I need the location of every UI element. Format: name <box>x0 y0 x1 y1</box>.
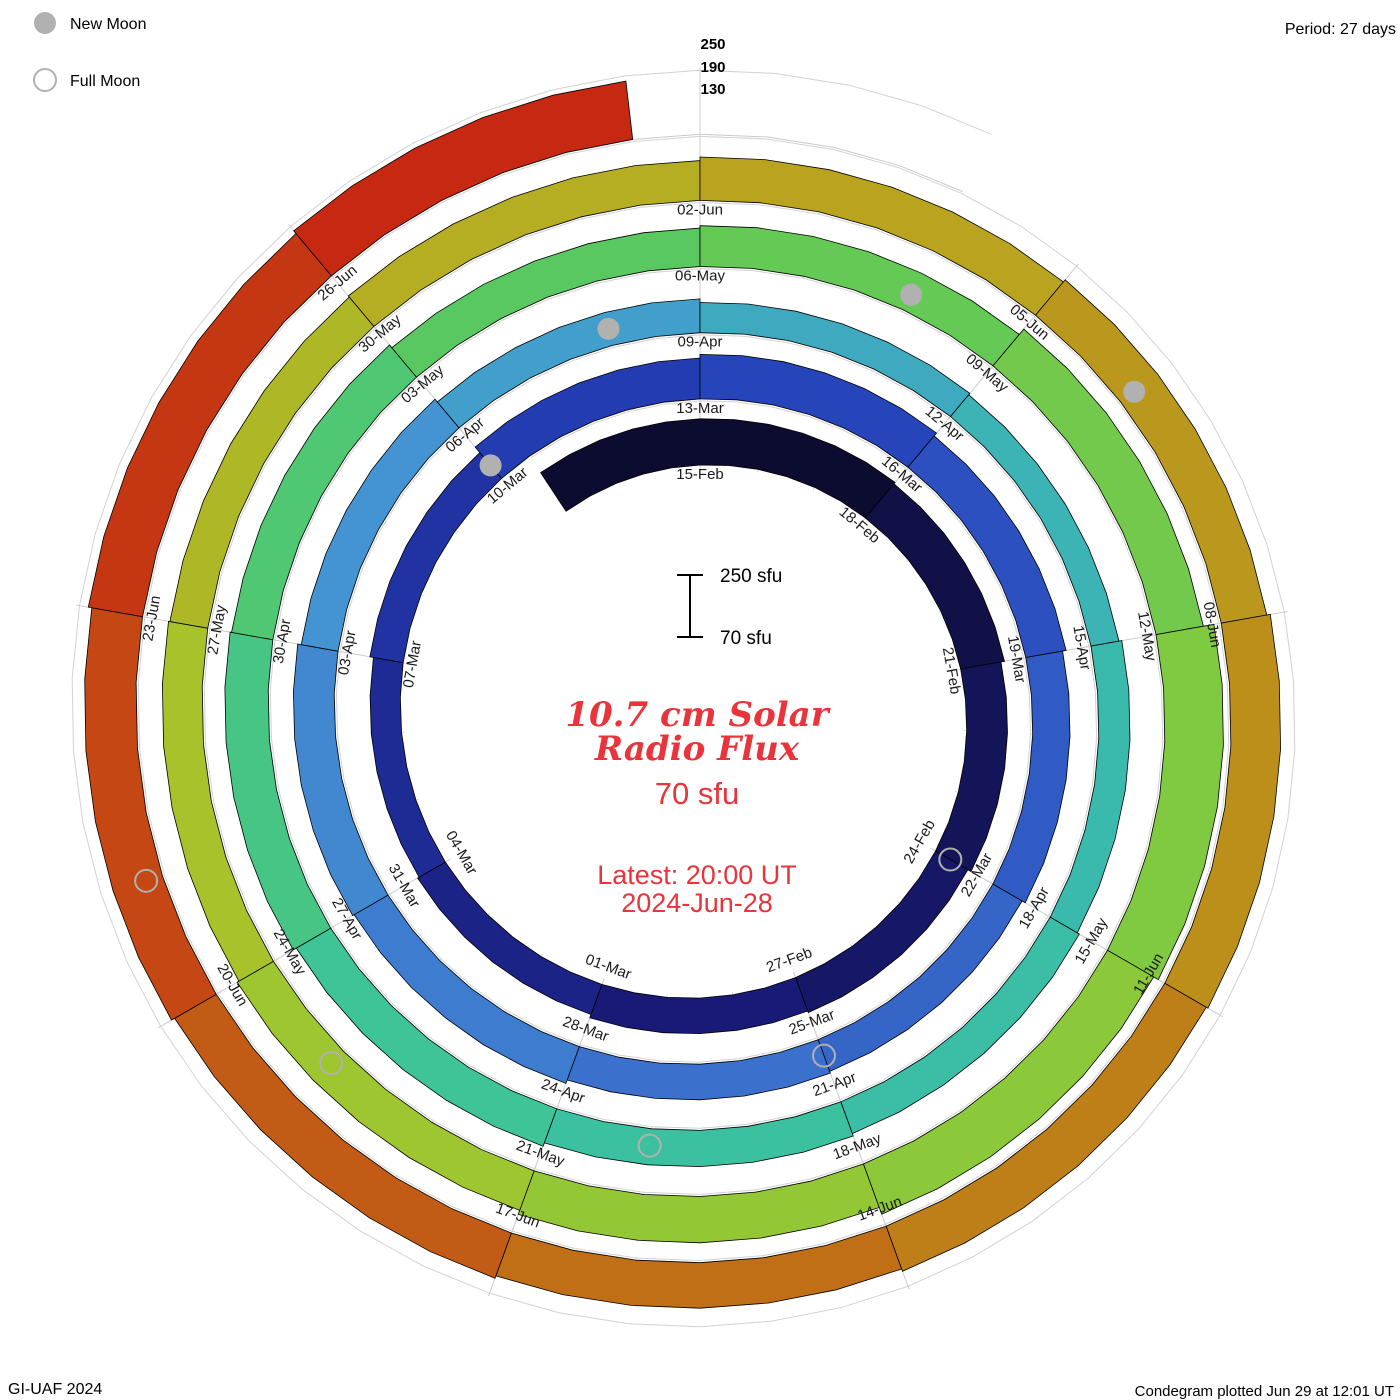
flux-scale-bar <box>677 574 703 638</box>
flux-segment-04-Mar <box>369 656 446 878</box>
radial-axis-label-250: 250 <box>700 36 725 53</box>
date-label-27-Feb: 27-Feb <box>764 944 814 976</box>
new-moon-marker-08-Apr <box>597 317 620 340</box>
full-moon-marker-23-Apr <box>637 1133 662 1158</box>
full-moon-marker-23-May <box>319 1050 344 1075</box>
date-label-02-Jun: 02-Jun <box>677 201 723 218</box>
full-moon-marker-25-Mar <box>811 1043 836 1068</box>
flux-segment-21-Feb <box>935 661 1008 873</box>
credit-right: Condegram plotted Jun 29 at 12:01 UT <box>1135 1383 1394 1400</box>
credit-left: GI-UAF 2024 <box>8 1381 102 1398</box>
flux-segment-18-May <box>517 1163 880 1244</box>
date-label-06-May: 06-May <box>675 268 726 285</box>
max-scale-spiral-gridline <box>71 69 1296 1328</box>
latest-time-label: Latest: 20:00 UT <box>597 860 797 890</box>
moon-markers <box>134 283 1146 1158</box>
date-label-09-Apr: 09-Apr <box>677 334 722 351</box>
period-label: Period: 27 days <box>1285 21 1396 38</box>
full-moon-marker-24-Feb <box>938 847 963 872</box>
new-moon-marker-10-Mar <box>479 454 502 477</box>
radial-axis-label-130: 130 <box>700 81 725 98</box>
new-moon-marker-06-Jun <box>1123 380 1146 403</box>
legend-full-moon-label: Full Moon <box>70 73 140 90</box>
current-flux-value: 70 sfu <box>655 776 739 811</box>
scale-bar-top-label: 250 sfu <box>720 566 782 587</box>
chart-title-line2: Radio Flux <box>594 729 800 769</box>
full-moon-icon <box>33 68 57 92</box>
flux-spiral <box>84 80 1282 1309</box>
radial-axis-label-190: 190 <box>700 59 725 76</box>
flux-segment-27-Feb <box>589 977 809 1035</box>
date-label-15-Feb: 15-Feb <box>676 466 724 483</box>
radial-axis: 250 190 130 <box>700 36 725 98</box>
scale-bar-bottom-label: 70 sfu <box>720 628 772 649</box>
legend-new-moon-label: New Moon <box>70 16 146 33</box>
date-label-13-Mar: 13-Mar <box>676 400 724 417</box>
new-moon-marker-08-May <box>900 283 923 306</box>
legend: New Moon Full Moon <box>33 12 146 92</box>
latest-date-label: 2024-Jun-28 <box>621 888 773 918</box>
new-moon-icon <box>34 12 56 34</box>
flux-segment-21-Apr <box>543 1101 854 1168</box>
chart-title-line1: 10.7 cm Solar <box>565 695 830 735</box>
full-moon-marker-21-Jun <box>134 868 159 893</box>
flux-segment-26-Jun <box>293 80 634 277</box>
date-label-01-Mar: 01-Mar <box>583 951 633 983</box>
flux-segment-25-Mar <box>566 1039 831 1101</box>
